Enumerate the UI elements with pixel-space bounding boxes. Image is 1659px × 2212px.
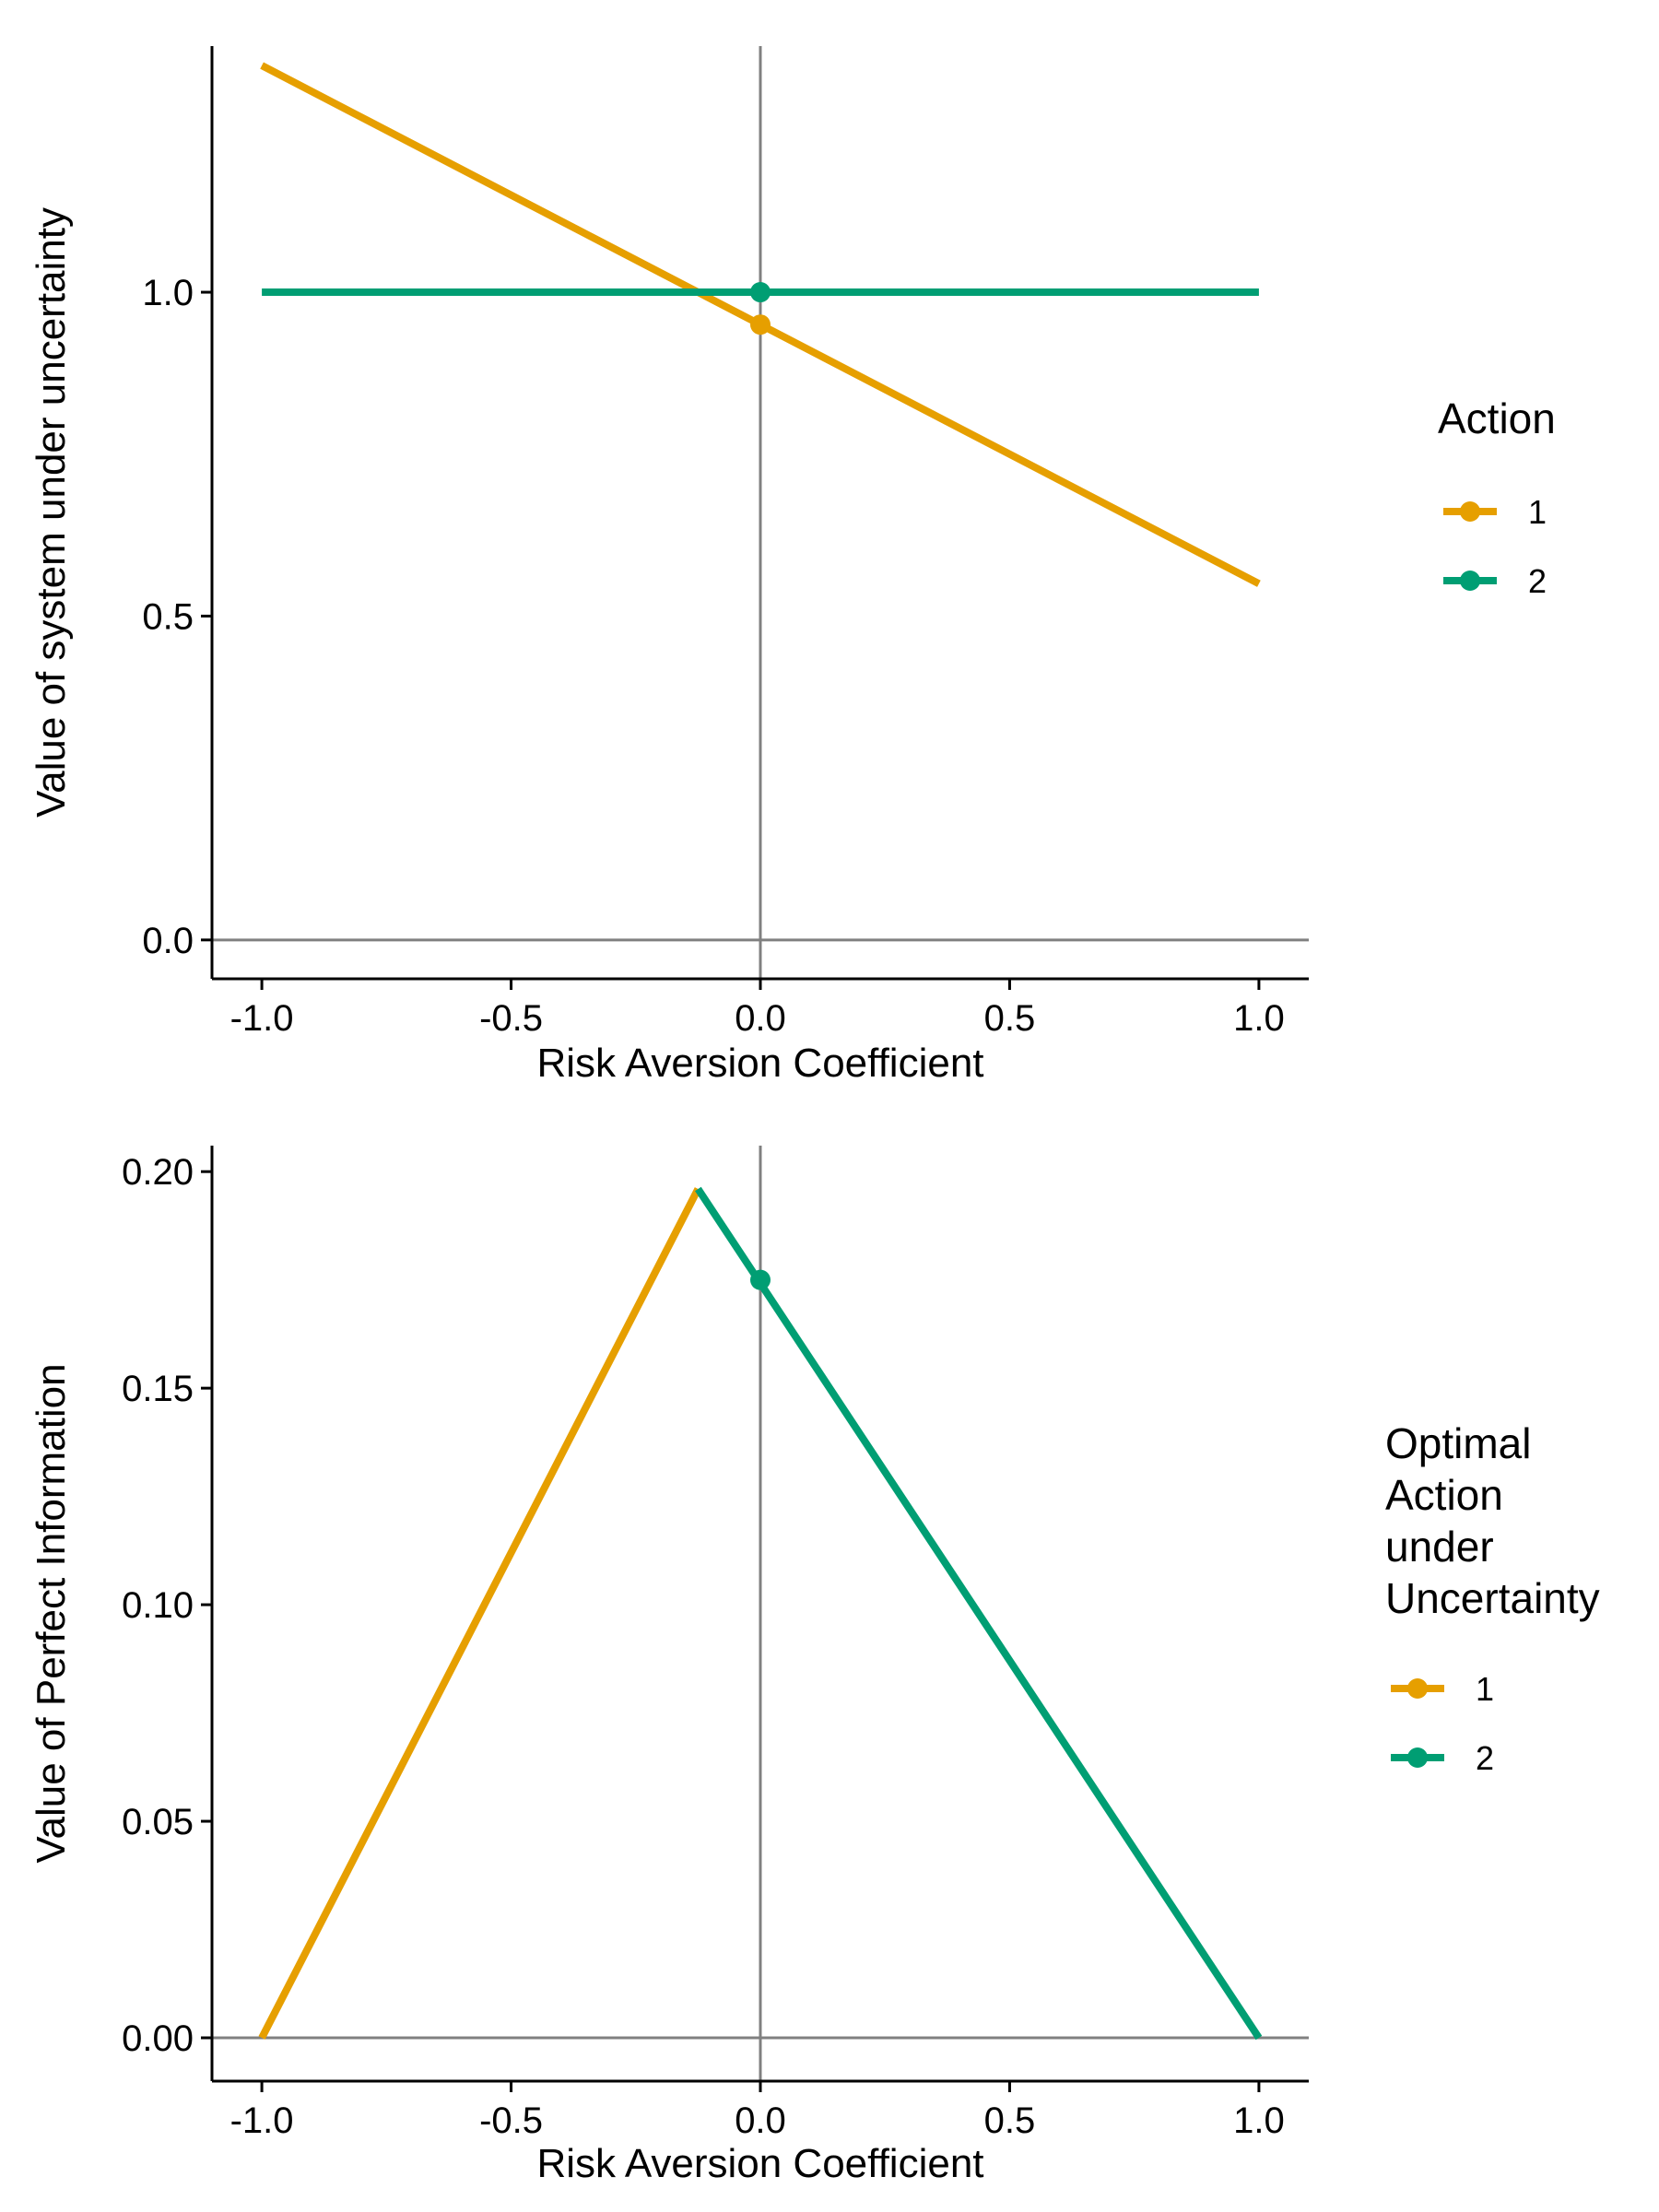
y-tick-label: 0.05 <box>122 1802 194 1842</box>
legend-label: 1 <box>1476 1670 1494 1708</box>
y-axis-title: Value of Perfect Information <box>29 1363 74 1863</box>
x-axis-title: Risk Aversion Coefficient <box>536 2141 983 2186</box>
legend-key-point <box>1460 571 1480 591</box>
y-tick-label: 0.20 <box>122 1152 194 1193</box>
legend-key-point <box>1407 1747 1428 1768</box>
y-tick-label: 0.5 <box>142 596 194 637</box>
top-chart-panel: -1.0 -0.5 0.0 0.5 1.0 0.0 0.5 1.0 Risk Aversion … <box>29 46 1556 1086</box>
y-tick-label: 0.15 <box>122 1369 194 1409</box>
legend-key-point <box>1460 501 1480 522</box>
legend-key-point <box>1407 1678 1428 1699</box>
x-tick-label: 1.0 <box>1233 2100 1285 2141</box>
series-line-2 <box>695 1186 1263 2041</box>
y-tick-label: 1.0 <box>142 273 194 313</box>
x-axis-title: Risk Aversion Coefficient <box>536 1041 983 1086</box>
bottom-chart-panel: -1.0 -0.5 0.0 0.5 1.0 0.00 0.05 0.10 0.15 0.20 Ris… <box>29 1146 1600 2186</box>
legend: Action 1 2 <box>1438 394 1556 600</box>
legend-title: Action <box>1438 394 1556 442</box>
data-point-series-2 <box>750 1269 771 1290</box>
y-tick-label: 0.10 <box>122 1585 194 1626</box>
y-tick-label: 0.00 <box>122 2018 194 2059</box>
series-line-1 <box>258 1187 701 2040</box>
legend-label: 2 <box>1476 1739 1494 1777</box>
x-tick-label: 1.0 <box>1233 998 1285 1039</box>
x-tick-label: 0.5 <box>984 998 1036 1039</box>
x-tick-label: -1.0 <box>230 998 294 1039</box>
legend-title: Action <box>1385 1471 1503 1519</box>
data-point-series-2 <box>750 282 771 303</box>
y-axis-title: Value of system under uncertainty <box>29 207 74 818</box>
x-tick-label: 0.5 <box>984 2100 1036 2141</box>
x-tick-label: 0.0 <box>735 2100 786 2141</box>
legend-title: Optimal <box>1385 1419 1531 1467</box>
x-tick-label: -0.5 <box>479 2100 543 2141</box>
x-tick-label: 0.0 <box>735 998 786 1039</box>
x-tick-label: -0.5 <box>479 998 543 1039</box>
y-tick-label: 0.0 <box>142 921 194 961</box>
legend-label: 1 <box>1528 493 1547 531</box>
legend-title: Uncertainty <box>1385 1574 1600 1622</box>
legend-label: 2 <box>1528 562 1547 600</box>
legend-title: under <box>1385 1523 1494 1571</box>
data-point-series-1 <box>750 314 771 335</box>
x-tick-label: -1.0 <box>230 2100 294 2141</box>
